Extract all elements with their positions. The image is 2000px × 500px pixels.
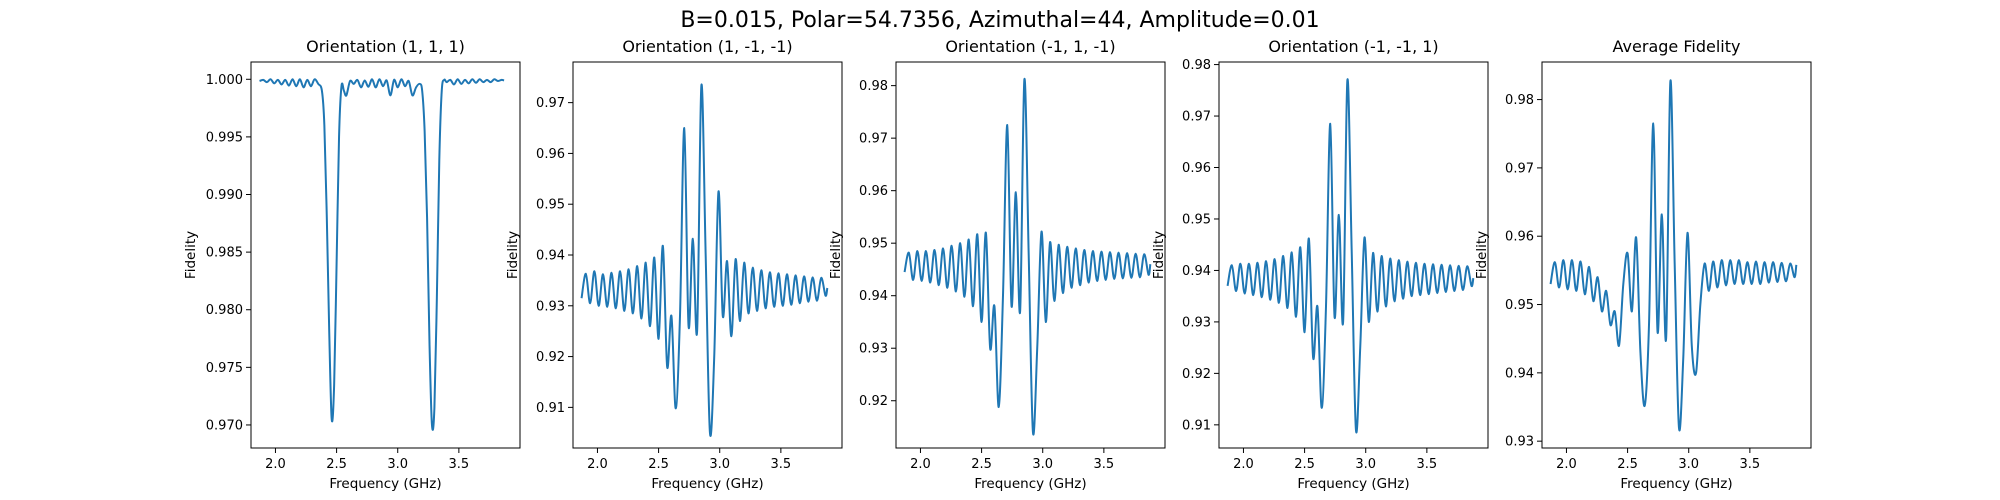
subplot-5: Average Fidelity 2.0 2.5 3.0 3.5 0.93 0.94 0.95… [1474,37,1812,492]
x-tick-label: 3.5 [771,457,792,472]
y-tick-label: 0.985 [206,246,243,261]
x-tick-label: 3.5 [1094,457,1115,472]
subplot-title: Orientation (1, 1, 1) [306,37,465,56]
y-tick-label: 0.95 [536,198,565,213]
axes-frame [250,61,521,449]
y-tick-label: 0.97 [1182,110,1211,125]
series-line [1549,79,1798,432]
y-tick-label: 0.93 [1505,435,1534,450]
series-line [903,78,1152,436]
subplot-title: Orientation (-1, -1, 1) [1268,37,1438,56]
subplot-4: Orientation (-1, -1, 1) 2.0 2.5 3.0 3.5 0.91 0… [1151,37,1489,492]
x-tick-label: 2.0 [265,457,286,472]
x-tick-label: 3.0 [1032,457,1053,472]
y-tick-label: 1.000 [206,73,243,88]
y-tick-label: 0.97 [1505,161,1534,176]
x-tick-label: 2.5 [1294,457,1315,472]
y-tick-label: 0.92 [536,350,565,365]
x-tick-label: 3.0 [1355,457,1376,472]
y-tick-label: 0.990 [206,188,243,203]
y-tick-label: 0.95 [1505,298,1534,313]
series-line [1226,78,1475,434]
axes-frame [572,61,843,449]
y-tick-label: 0.93 [1182,315,1211,330]
axes-frame [1218,61,1489,449]
x-tick-label: 2.0 [1233,457,1254,472]
x-tick-label: 2.0 [1556,457,1577,472]
subplot-title: Orientation (-1, 1, -1) [945,37,1115,56]
y-axis-label: Fidelity [183,231,199,279]
y-axis-label: Fidelity [1474,231,1490,279]
x-tick-label: 3.0 [387,457,408,472]
subplot-title: Orientation (1, -1, -1) [622,37,792,56]
subplots: Orientation (1, 1, 1) 2.0 2.5 3.0 3.5 0.970 0.… [183,37,1812,492]
x-tick-label: 3.5 [449,457,470,472]
y-tick-label: 0.94 [859,289,888,304]
subplot-1: Orientation (1, 1, 1) 2.0 2.5 3.0 3.5 0.970 0.… [183,37,521,492]
y-axis-label: Fidelity [828,231,844,279]
y-tick-label: 0.975 [206,361,243,376]
series-line [580,83,829,437]
subplot-2: Orientation (1, -1, -1) 2.0 2.5 3.0 3.5 0.91 0… [505,37,843,492]
y-tick-label: 0.96 [536,147,565,162]
x-axis-label: Frequency (GHz) [1620,476,1732,492]
x-tick-label: 3.0 [709,457,730,472]
y-tick-label: 0.93 [859,342,888,357]
x-tick-label: 3.5 [1740,457,1761,472]
y-tick-label: 0.98 [859,79,888,94]
y-tick-label: 0.91 [1182,418,1211,433]
x-axis-label: Frequency (GHz) [329,476,441,492]
x-axis-label: Frequency (GHz) [974,476,1086,492]
y-tick-label: 0.98 [1505,93,1534,108]
y-tick-label: 0.94 [536,249,565,264]
x-tick-label: 3.5 [1417,457,1438,472]
y-tick-label: 0.96 [1505,230,1534,245]
y-tick-label: 0.98 [1182,58,1211,73]
y-tick-label: 0.93 [536,299,565,314]
y-tick-label: 0.970 [206,418,243,433]
x-tick-label: 2.5 [971,457,992,472]
series-line [259,78,505,431]
x-tick-label: 2.5 [326,457,347,472]
x-tick-label: 2.0 [910,457,931,472]
y-tick-label: 0.96 [1182,161,1211,176]
y-tick-label: 0.95 [859,237,888,252]
x-axis-label: Frequency (GHz) [1297,476,1409,492]
y-tick-label: 0.980 [206,303,243,318]
y-tick-label: 0.97 [536,96,565,111]
figure-title: B=0.015, Polar=54.7356, Azimuthal=44, Am… [680,8,1319,33]
y-tick-label: 0.96 [859,184,888,199]
y-tick-label: 0.91 [536,401,565,416]
y-tick-label: 0.92 [859,394,888,409]
axes-frame [1541,61,1812,449]
y-tick-label: 0.92 [1182,367,1211,382]
y-axis-label: Fidelity [1151,231,1167,279]
x-tick-label: 2.5 [1617,457,1638,472]
y-tick-label: 0.97 [859,132,888,147]
subplot-3: Orientation (-1, 1, -1) 2.0 2.5 3.0 3.5 0.92 0… [828,37,1166,492]
y-tick-label: 0.94 [1182,264,1211,279]
x-tick-label: 3.0 [1678,457,1699,472]
y-axis-label: Fidelity [505,231,521,279]
y-tick-label: 0.95 [1182,212,1211,227]
x-tick-label: 2.5 [648,457,669,472]
y-tick-label: 0.94 [1505,366,1534,381]
x-tick-label: 2.0 [587,457,608,472]
subplot-title: Average Fidelity [1613,37,1741,56]
x-axis-label: Frequency (GHz) [651,476,763,492]
y-tick-label: 0.995 [206,130,243,145]
axes-frame [895,61,1166,449]
